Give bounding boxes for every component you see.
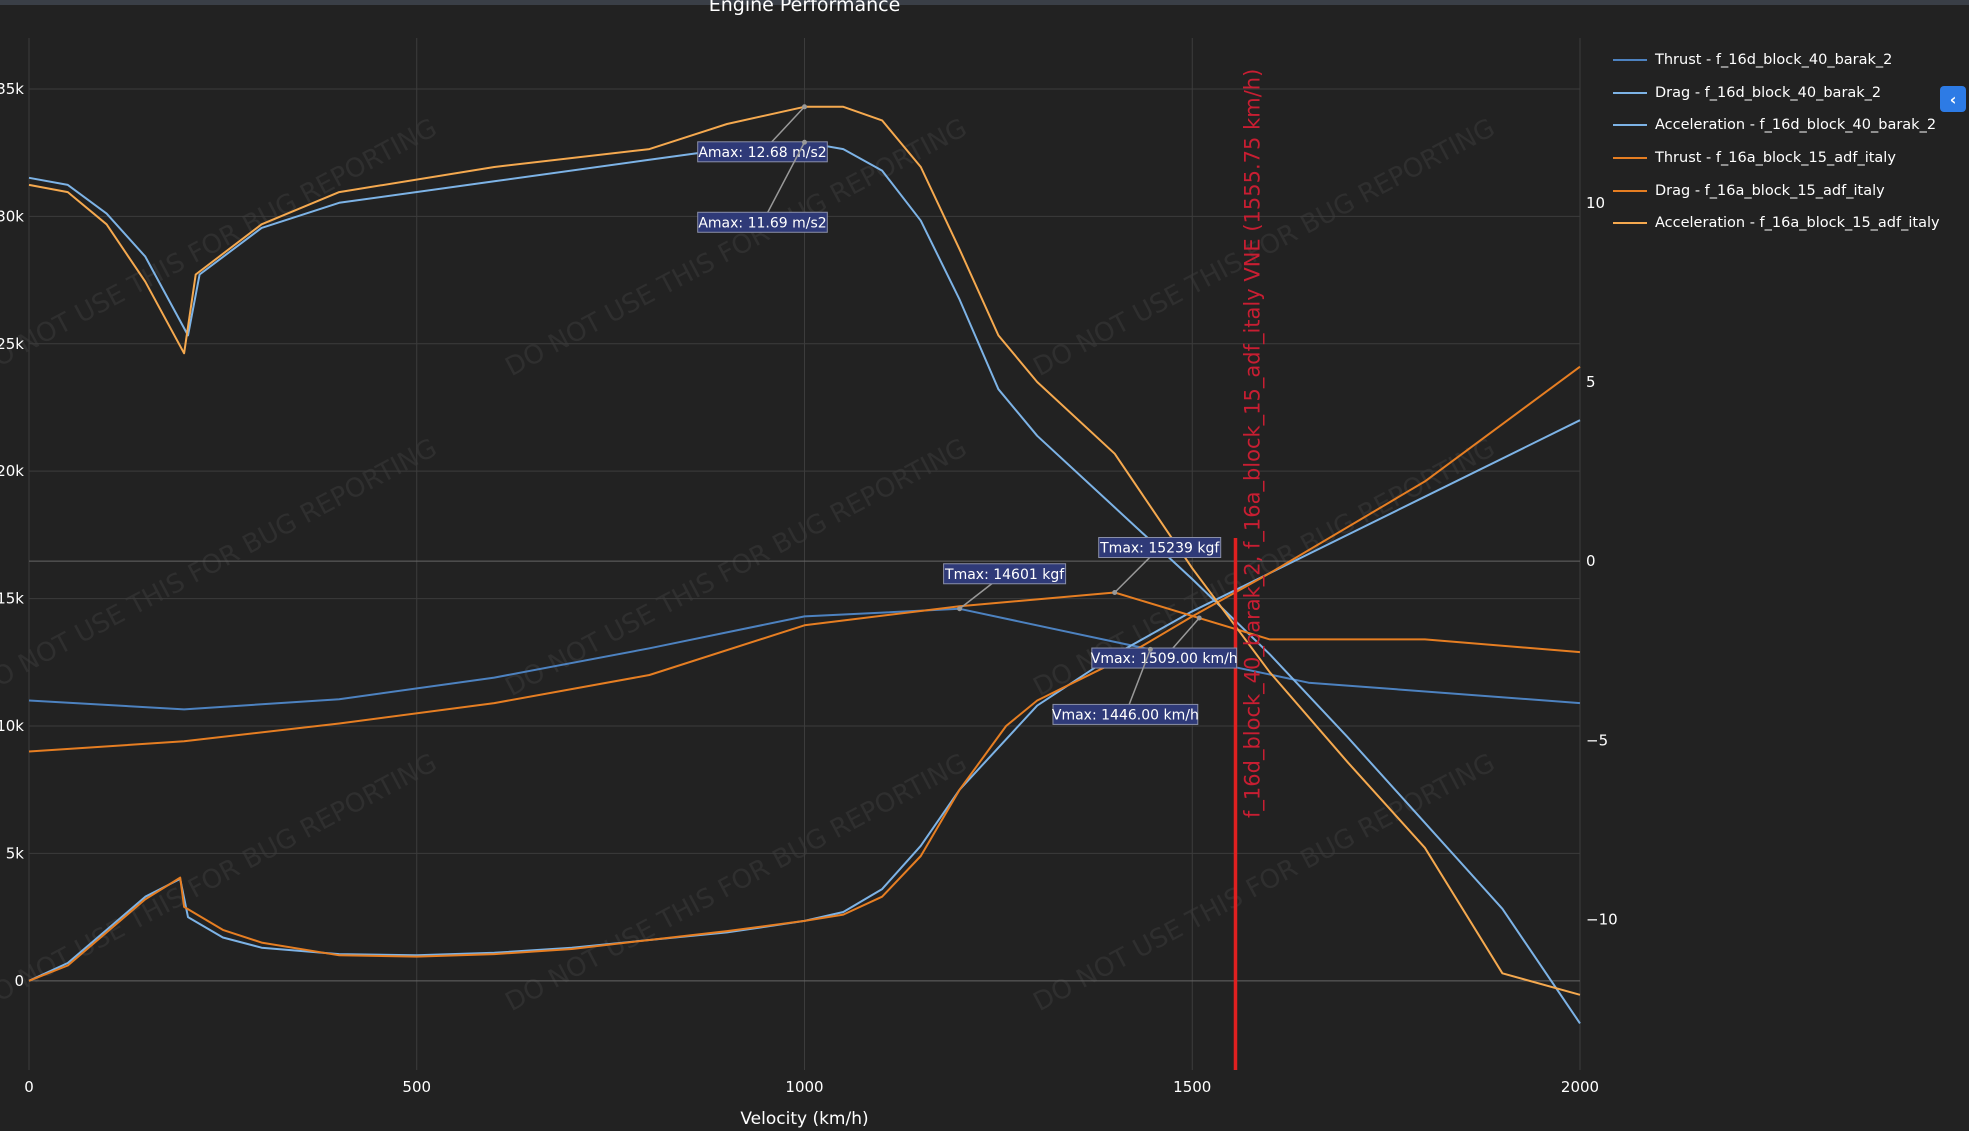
- annotation-label: Tmax: 15239 kgf: [1099, 541, 1220, 557]
- annotation-label: Amax: 11.69 m/s2: [698, 215, 826, 231]
- legend-label: Thrust - f_16d_block_40_barak_2: [1655, 52, 1893, 69]
- legend-item[interactable]: Drag - f_16a_block_15_adf_italy: [1613, 174, 1940, 207]
- y2-tick-label: 10: [1586, 194, 1605, 212]
- x-tick-label: 1000: [785, 1078, 823, 1096]
- chevron-left-icon: ‹: [1949, 89, 1957, 109]
- y-tick-label: 10k: [0, 717, 24, 735]
- annotation-box: [1052, 703, 1199, 725]
- x-tick-label: 1500: [1173, 1078, 1211, 1096]
- y2-tick-label: 5: [1586, 373, 1596, 391]
- watermark-text: DO NOT USE THIS FOR BUG REPORTING: [0, 113, 442, 383]
- legend-swatch: [1613, 189, 1647, 192]
- annotation-arrow: [761, 141, 806, 223]
- annotation-arrowhead: [1112, 590, 1118, 596]
- annotation-box: [697, 211, 828, 233]
- watermark-text: DO NOT USE THIS FOR BUG REPORTING: [501, 748, 972, 1018]
- y2-tick-label: −10: [1586, 911, 1618, 929]
- annotation-box: [943, 563, 1067, 585]
- watermark-text: DO NOT USE THIS FOR BUG REPORTING: [0, 748, 442, 1018]
- y-tick-label: 0: [14, 972, 24, 990]
- x-tick-label: 500: [402, 1078, 431, 1096]
- y-tick-label: 25k: [0, 335, 24, 353]
- annotation-label: Tmax: 14601 kgf: [944, 567, 1065, 583]
- legend-label: Acceleration - f_16a_block_15_adf_italy: [1655, 215, 1940, 232]
- y-tick-label: 35k: [0, 80, 24, 98]
- y2-tick-label: 0: [1586, 552, 1596, 570]
- annotation-arrowhead: [1196, 615, 1202, 621]
- vne-label: f_16d_block_40_barak_2, f_16a_block_15_a…: [1240, 69, 1265, 818]
- legend-label: Drag - f_16a_block_15_adf_italy: [1655, 182, 1885, 199]
- chart-title: Engine Performance: [709, 0, 901, 16]
- annotation-arrowhead: [957, 606, 963, 612]
- series-line: [28, 141, 1581, 1024]
- legend-item[interactable]: Thrust - f_16a_block_15_adf_italy: [1613, 142, 1940, 175]
- annotation-arrowhead: [1147, 646, 1153, 652]
- annotation-box: [697, 141, 828, 163]
- x-axis-title: Velocity (km/h): [740, 1109, 868, 1129]
- annotation-label: Vmax: 1446.00 km/h: [1052, 707, 1199, 723]
- legend-label: Thrust - f_16a_block_15_adf_italy: [1655, 150, 1896, 167]
- y-tick-label: 30k: [0, 207, 24, 225]
- annotation-arrowhead: [802, 139, 807, 145]
- series-line: [28, 591, 1581, 753]
- collapse-legend-button[interactable]: ‹: [1940, 86, 1966, 112]
- annotation-box: [1098, 537, 1222, 559]
- legend: Thrust - f_16d_block_40_barak_2 Drag - f…: [1613, 44, 1940, 240]
- annotation-label: Amax: 12.68 m/s2: [698, 145, 826, 161]
- series-line: [28, 365, 1581, 982]
- legend-item[interactable]: Drag - f_16d_block_40_barak_2: [1613, 77, 1940, 110]
- legend-item[interactable]: Acceleration - f_16d_block_40_barak_2: [1613, 109, 1940, 142]
- legend-swatch: [1613, 124, 1647, 127]
- legend-item[interactable]: Acceleration - f_16a_block_15_adf_italy: [1613, 207, 1940, 240]
- watermark-layer: DO NOT USE THIS FOR BUG REPORTING DO NOT …: [0, 113, 1500, 1018]
- x-tick-label: 0: [24, 1078, 34, 1096]
- annotation-arrow: [1124, 649, 1152, 715]
- annotation-label: Vmax: 1509.00 km/h: [1091, 651, 1238, 667]
- legend-item[interactable]: Thrust - f_16d_block_40_barak_2: [1613, 44, 1940, 77]
- legend-label: Acceleration - f_16d_block_40_barak_2: [1655, 117, 1937, 134]
- annotation-arrowhead: [802, 104, 807, 110]
- legend-label: Drag - f_16d_block_40_barak_2: [1655, 84, 1882, 101]
- y2-tick-label: −5: [1586, 731, 1608, 749]
- legend-swatch: [1613, 222, 1647, 225]
- watermark-text: DO NOT USE THIS FOR BUG REPORTING: [0, 433, 442, 703]
- y-tick-label: 15k: [0, 590, 24, 608]
- annotation-box: [1091, 647, 1238, 669]
- top-bar: [0, 0, 1969, 5]
- legend-swatch: [1613, 59, 1647, 62]
- y-tick-label: 20k: [0, 462, 24, 480]
- legend-swatch: [1613, 157, 1647, 160]
- y-tick-label: 5k: [6, 844, 25, 862]
- series-line: [28, 105, 1581, 996]
- x-tick-label: 2000: [1561, 1078, 1599, 1096]
- legend-swatch: [1613, 91, 1647, 94]
